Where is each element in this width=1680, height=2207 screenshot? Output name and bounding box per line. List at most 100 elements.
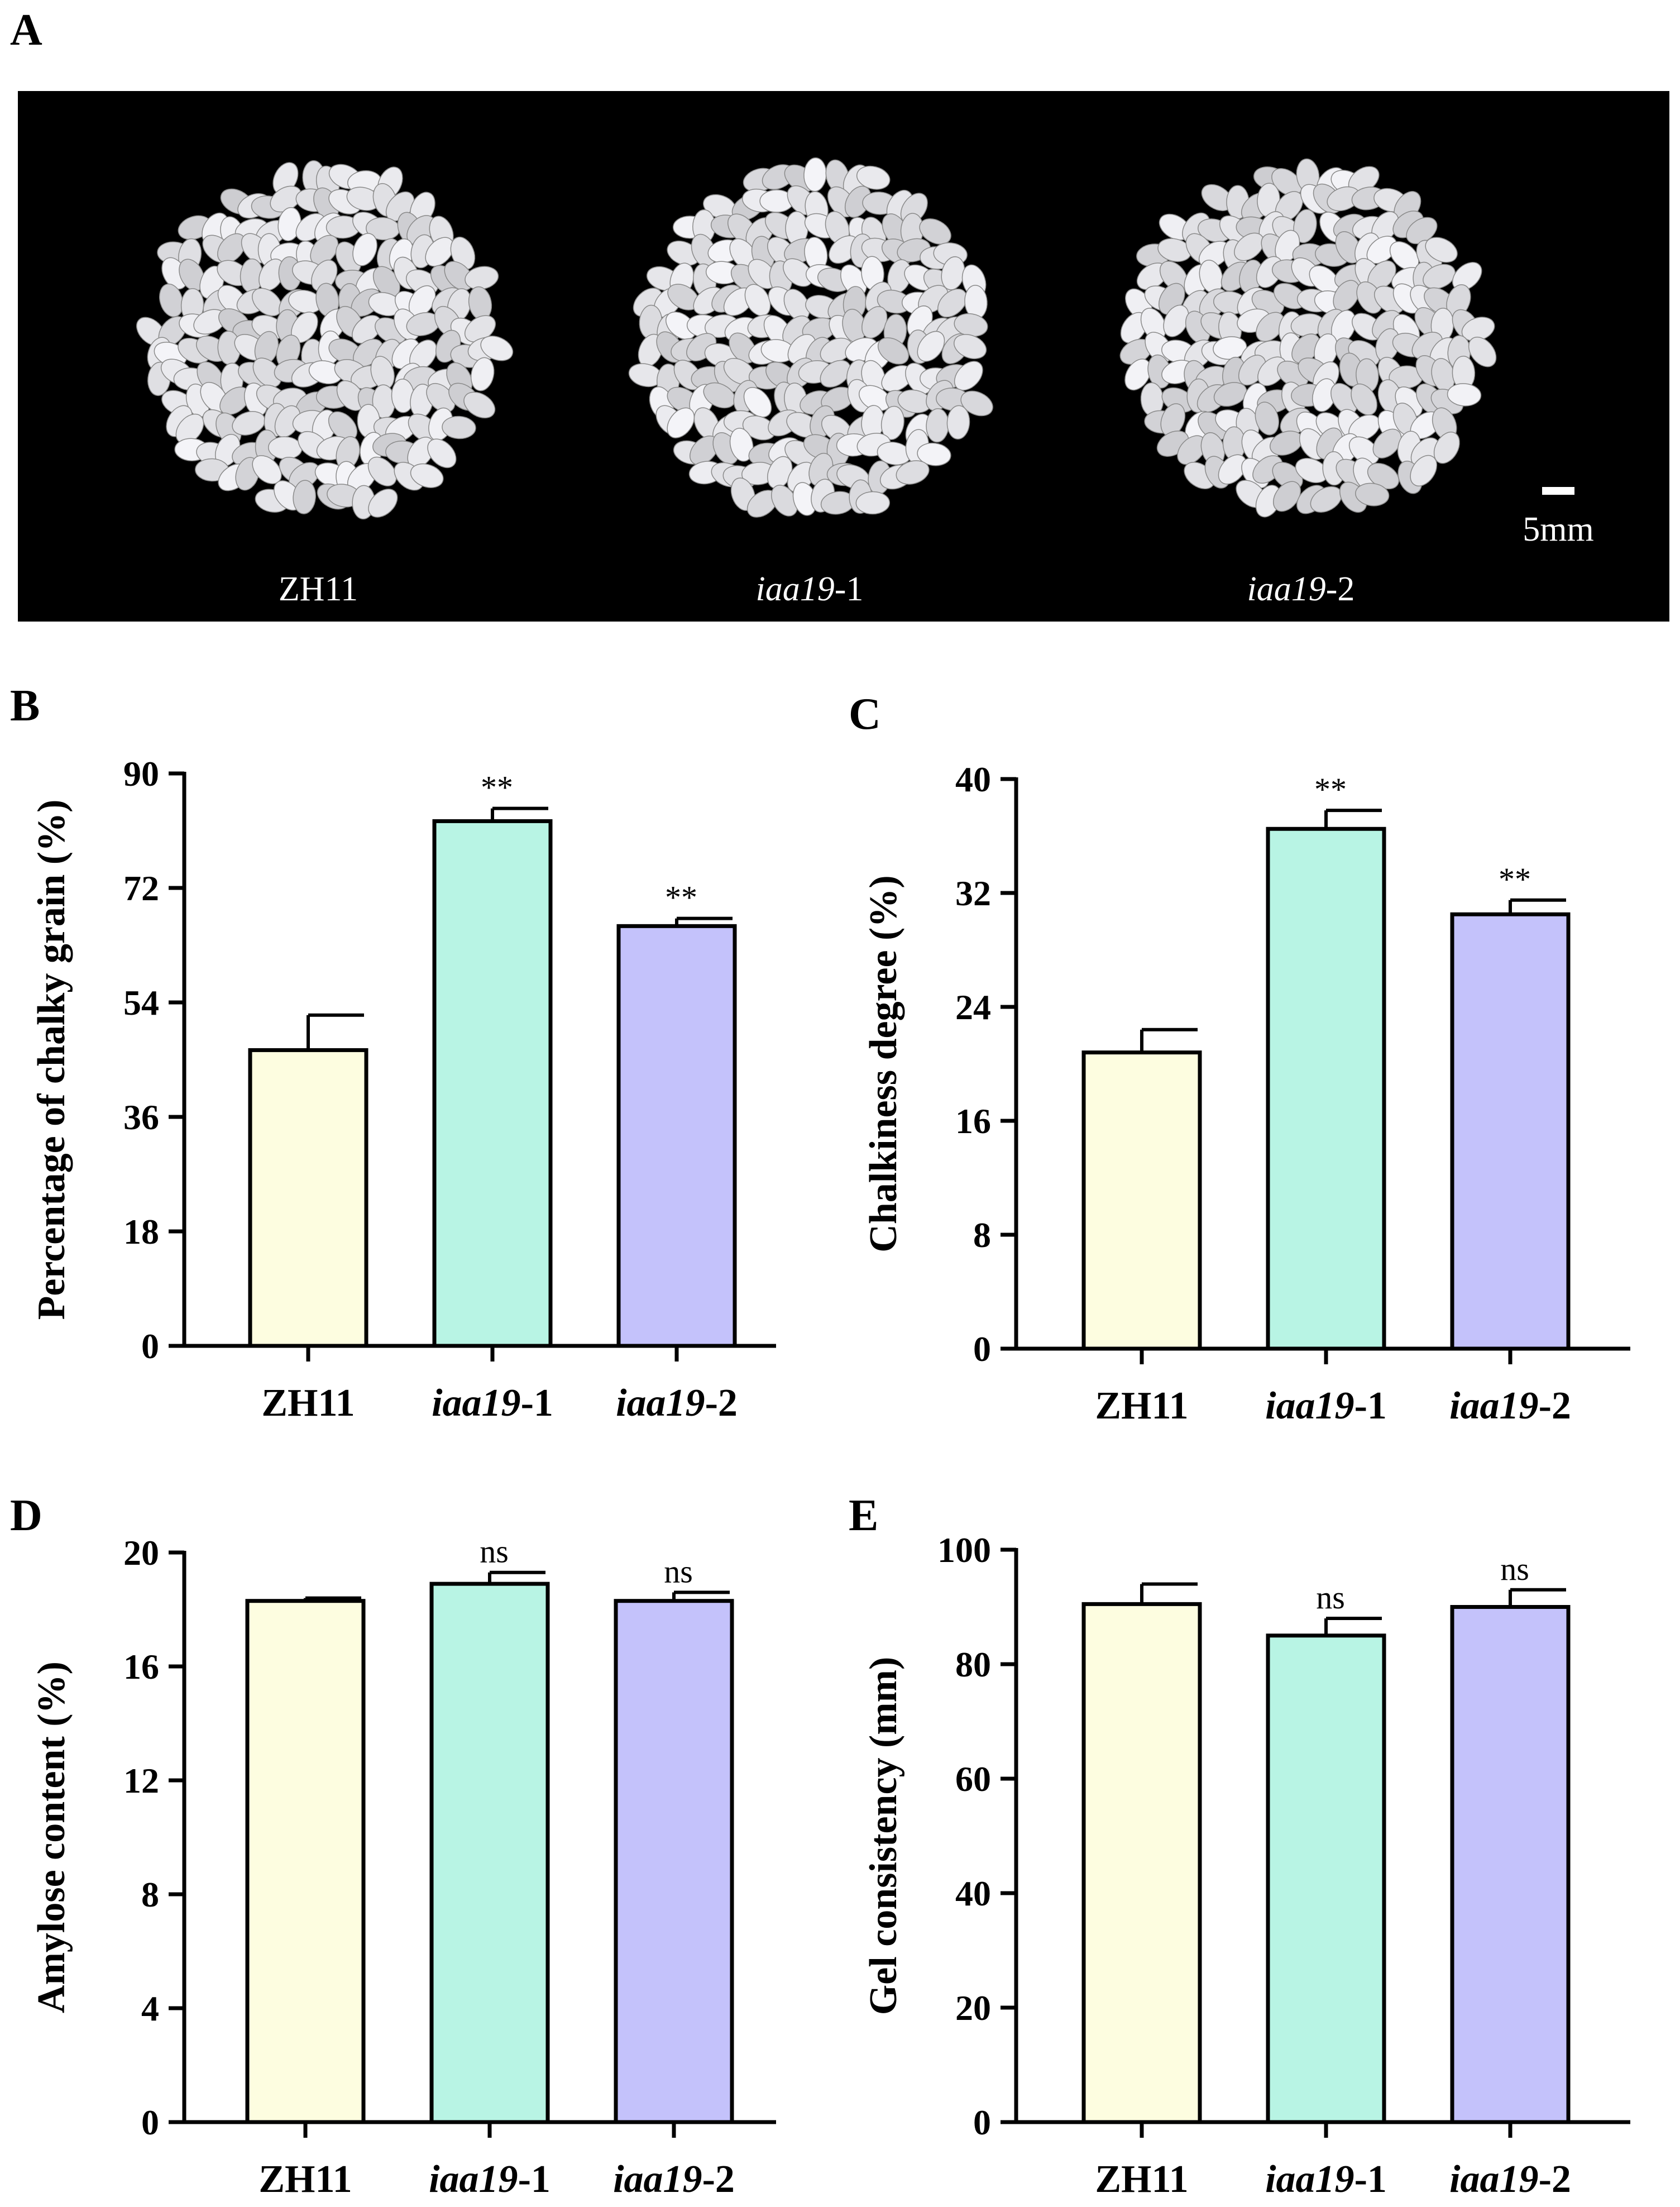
y-tick-label: 4 — [141, 1989, 159, 2028]
y-axis-title: Amylose content (%) — [30, 1661, 73, 2013]
x-tick-label: ZH11 — [1095, 1384, 1188, 1427]
y-axis-title: Percentage of chalky grain (%) — [30, 800, 73, 1320]
rice-grain — [960, 390, 993, 417]
rice-grain — [1348, 436, 1380, 465]
y-tick-label: 32 — [955, 873, 991, 913]
rice-grain — [427, 438, 457, 469]
x-tick-label-suffix: -1 — [1354, 1384, 1387, 1427]
rice-grain — [1351, 383, 1377, 415]
significance-label: ns — [480, 1534, 509, 1570]
y-axis-title: Chalkiness degree (%) — [862, 875, 905, 1252]
x-tick-label: ZH11 — [261, 1382, 355, 1425]
significance-label: ns — [664, 1553, 693, 1589]
significance-label: ** — [1314, 771, 1347, 808]
grain-cluster-3 — [1119, 158, 1497, 518]
chart-panel-b: B 0 18 36 54 72 90 Percentage of chalky grain (… — [10, 681, 776, 1425]
y-tick-label: 60 — [955, 1759, 991, 1799]
y-tick-label: 40 — [955, 759, 991, 799]
x-tick-label: iaa19-2 — [616, 1382, 738, 1425]
chart-panel-d: D 0 4 8 12 16 20 Amylose content (%) ZH11 ns iaa19… — [10, 1491, 776, 2201]
rice-grain — [1256, 312, 1285, 342]
x-tick-label-main: iaa19 — [616, 1382, 705, 1425]
scale-bar — [1542, 487, 1574, 495]
x-tick-label: iaa19-1 — [1265, 2158, 1387, 2201]
rice-grain — [917, 442, 951, 466]
y-tick-label: 12 — [123, 1761, 159, 1800]
x-tick-label-main: ZH11 — [1095, 1384, 1188, 1427]
bar-zh11 — [1081, 1602, 1202, 2124]
bar-iaa19-1 — [432, 819, 553, 1348]
panel-letter-c: C — [849, 690, 881, 739]
x-tick-label-suffix: -1 — [1354, 2158, 1387, 2201]
bar-zh11 — [1081, 1050, 1202, 1351]
y-tick-label: 20 — [123, 1533, 159, 1573]
x-tick-label: ZH11 — [1095, 2158, 1188, 2201]
rice-grain — [880, 405, 904, 440]
rice-grain — [919, 218, 951, 245]
x-tick-label-main: iaa19 — [1265, 2158, 1354, 2201]
rice-grain — [954, 334, 987, 360]
bar-zh11 — [248, 1048, 368, 1348]
y-tick-label: 8 — [973, 1215, 991, 1255]
significance-label: ns — [1500, 1551, 1529, 1587]
rice-grain — [1213, 382, 1247, 407]
rice-grain — [1447, 383, 1482, 407]
y-tick-label: 8 — [141, 1875, 159, 1914]
x-tick-label-main: iaa19 — [429, 2158, 518, 2201]
x-tick-label: iaa19-2 — [1449, 1384, 1571, 1427]
bar-iaa19-1 — [1266, 1633, 1386, 2124]
rice-grain — [896, 460, 930, 485]
rice-grain — [252, 357, 282, 388]
rice-grain — [937, 288, 968, 318]
y-tick-label: 36 — [123, 1097, 159, 1137]
rice-grain — [1124, 359, 1151, 391]
rice-grain — [877, 337, 910, 365]
y-tick-label: 24 — [955, 987, 991, 1027]
rice-grain — [352, 233, 377, 266]
x-tick-label-suffix: -1 — [518, 2158, 551, 2201]
y-tick-label: 54 — [123, 983, 159, 1023]
rice-grain — [1234, 232, 1265, 261]
y-tick-label: 90 — [123, 754, 159, 794]
x-tick-label-suffix: -2 — [705, 1382, 738, 1425]
bar-iaa19-2 — [616, 924, 737, 1348]
rice-grain — [1293, 209, 1317, 243]
y-tick-label: 0 — [141, 2103, 159, 2142]
bar-iaa19-2 — [1450, 912, 1571, 1351]
rice-grain — [1410, 455, 1438, 486]
rice-grain — [1423, 264, 1456, 289]
x-tick-label-main: ZH11 — [1095, 2158, 1188, 2201]
rice-grain — [217, 233, 246, 264]
x-tick-label-main: ZH11 — [261, 1382, 355, 1425]
x-tick-label-suffix: -2 — [1539, 1384, 1571, 1427]
rice-grain — [917, 331, 945, 362]
x-tick-label-suffix: -2 — [702, 2158, 735, 2201]
y-tick-label: 16 — [955, 1101, 991, 1141]
x-tick-label: iaa19-1 — [429, 2158, 551, 2201]
rice-grain — [856, 165, 891, 190]
rice-grain — [946, 405, 970, 440]
rice-grain — [463, 391, 496, 419]
photo-label-iaa19-2: iaa19-2 — [1247, 570, 1355, 608]
rice-grain — [1355, 483, 1390, 507]
bar-iaa19-2 — [614, 1599, 734, 2124]
y-tick-label: 20 — [955, 1988, 991, 2028]
rice-grain — [1218, 454, 1247, 485]
rice-grain — [954, 361, 983, 391]
x-tick-label-main: iaa19 — [432, 1382, 520, 1425]
rice-grain — [820, 360, 851, 388]
grain-cluster-2 — [628, 157, 993, 518]
panel-letter-d: D — [10, 1491, 42, 1540]
rice-grain — [410, 463, 444, 488]
rice-grain — [179, 259, 205, 292]
y-tick-label: 40 — [955, 1874, 991, 1913]
rice-grain — [368, 488, 398, 518]
rice-grain — [311, 259, 338, 292]
significance-label: ** — [481, 770, 513, 806]
rice-grain — [367, 456, 397, 486]
rice-grain — [1425, 237, 1458, 263]
rice-grain — [743, 387, 772, 418]
rice-grain — [425, 237, 454, 267]
grain-clusters — [136, 157, 1497, 520]
